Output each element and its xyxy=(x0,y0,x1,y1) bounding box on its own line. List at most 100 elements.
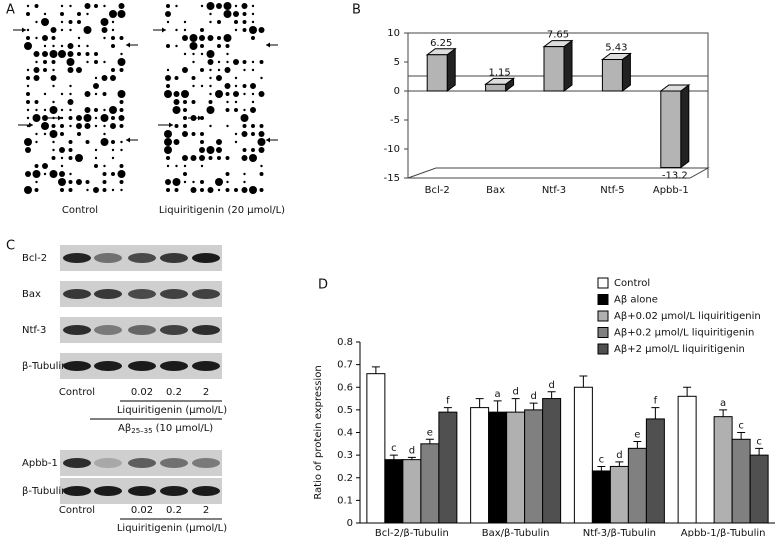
x-tick-label: Bcl-2/β-Tubulin xyxy=(375,528,449,537)
array-dot xyxy=(166,4,170,8)
array-dot xyxy=(43,68,47,72)
significance-label: c xyxy=(599,454,605,465)
blot-row-label: Bcl-2 xyxy=(22,253,47,264)
array-dot xyxy=(207,35,214,41)
array-dot xyxy=(34,4,39,8)
array-dot xyxy=(117,90,126,98)
array-dot xyxy=(119,180,124,184)
panel-label: D xyxy=(318,278,328,293)
array-dot xyxy=(242,28,247,32)
array-dot xyxy=(241,155,248,161)
array-dot xyxy=(102,180,107,184)
array-dot xyxy=(68,148,73,152)
array-dot xyxy=(234,100,238,104)
array-dot xyxy=(34,100,39,104)
dose-label: Liquiritigenin (μmol/L) xyxy=(117,523,227,534)
array-dot xyxy=(183,100,187,104)
array-dot xyxy=(190,155,197,161)
array-dot xyxy=(110,123,116,129)
array-dot xyxy=(59,171,65,177)
array-dot xyxy=(94,124,98,128)
array-dot xyxy=(183,28,187,32)
array-dot xyxy=(216,147,222,153)
array-dot xyxy=(226,52,229,56)
array-dot xyxy=(69,108,72,112)
array-dot xyxy=(164,130,172,138)
error-bar xyxy=(407,456,416,460)
array-dot xyxy=(43,172,47,176)
array-dot xyxy=(25,171,31,177)
array-dot xyxy=(52,140,55,144)
lane-label: 0.02 xyxy=(131,387,153,398)
array-dot xyxy=(207,59,214,65)
array-dot xyxy=(226,124,229,128)
array-dot xyxy=(119,164,124,168)
array-dot xyxy=(51,36,56,40)
array-dot xyxy=(24,42,32,50)
array-dot xyxy=(60,164,64,168)
array-dot xyxy=(206,146,215,154)
array-dot xyxy=(118,3,125,9)
blot-band xyxy=(192,253,220,263)
array-dot xyxy=(26,84,30,88)
array-dot xyxy=(119,124,124,128)
array-dot xyxy=(26,12,30,16)
array-dot xyxy=(217,68,221,72)
panel-label: B xyxy=(352,3,361,18)
array-dot xyxy=(111,140,115,144)
array-dot xyxy=(100,114,109,122)
array-dot xyxy=(209,20,212,24)
array-dot xyxy=(119,36,124,40)
array-dot xyxy=(76,179,82,185)
blot-band xyxy=(128,289,156,299)
array-dot xyxy=(60,124,64,128)
array-dot xyxy=(86,60,89,64)
array-dot xyxy=(85,140,90,144)
array-dot xyxy=(192,180,195,184)
bar xyxy=(425,47,457,92)
bar xyxy=(591,470,611,524)
blot-band xyxy=(160,325,188,335)
array-dot xyxy=(110,75,116,81)
bar xyxy=(731,438,751,524)
array-dot xyxy=(86,12,89,16)
array-dot xyxy=(259,124,264,128)
blot-band xyxy=(160,289,188,299)
array-dot xyxy=(166,44,170,48)
arrow-head xyxy=(22,27,26,33)
array-dot xyxy=(102,92,107,96)
array-dot xyxy=(183,172,187,176)
array-dot xyxy=(101,27,108,33)
array-dot xyxy=(182,131,188,137)
array-dot xyxy=(174,188,179,192)
legend-swatch xyxy=(597,277,609,289)
x-tick-label: Ntf-3/β-Tubulin xyxy=(583,528,656,537)
array-dot xyxy=(164,90,172,98)
significance-label: a xyxy=(495,389,501,400)
array-dot xyxy=(200,68,204,72)
array-dot xyxy=(34,188,39,192)
array-dot xyxy=(52,68,55,72)
array-dot xyxy=(223,34,232,42)
blot-band xyxy=(128,486,156,496)
array-dot xyxy=(117,10,126,18)
array-dot xyxy=(209,68,212,72)
array-dot xyxy=(111,148,115,152)
array-dot xyxy=(165,11,171,17)
array-dot xyxy=(217,20,221,24)
array-dot xyxy=(68,140,73,144)
bar xyxy=(573,386,593,524)
array-dot xyxy=(120,148,123,152)
array-dot xyxy=(49,106,58,114)
bar xyxy=(749,454,769,524)
bar xyxy=(627,447,647,524)
array-dot xyxy=(24,138,32,146)
array-dot xyxy=(32,114,41,122)
array-dot xyxy=(225,188,230,192)
array-dot xyxy=(189,42,198,50)
array-dot xyxy=(117,58,126,66)
blot-row-label: Bax xyxy=(22,289,41,300)
array-dot xyxy=(85,180,90,184)
blot-band xyxy=(63,289,91,299)
array-dot xyxy=(200,140,204,144)
